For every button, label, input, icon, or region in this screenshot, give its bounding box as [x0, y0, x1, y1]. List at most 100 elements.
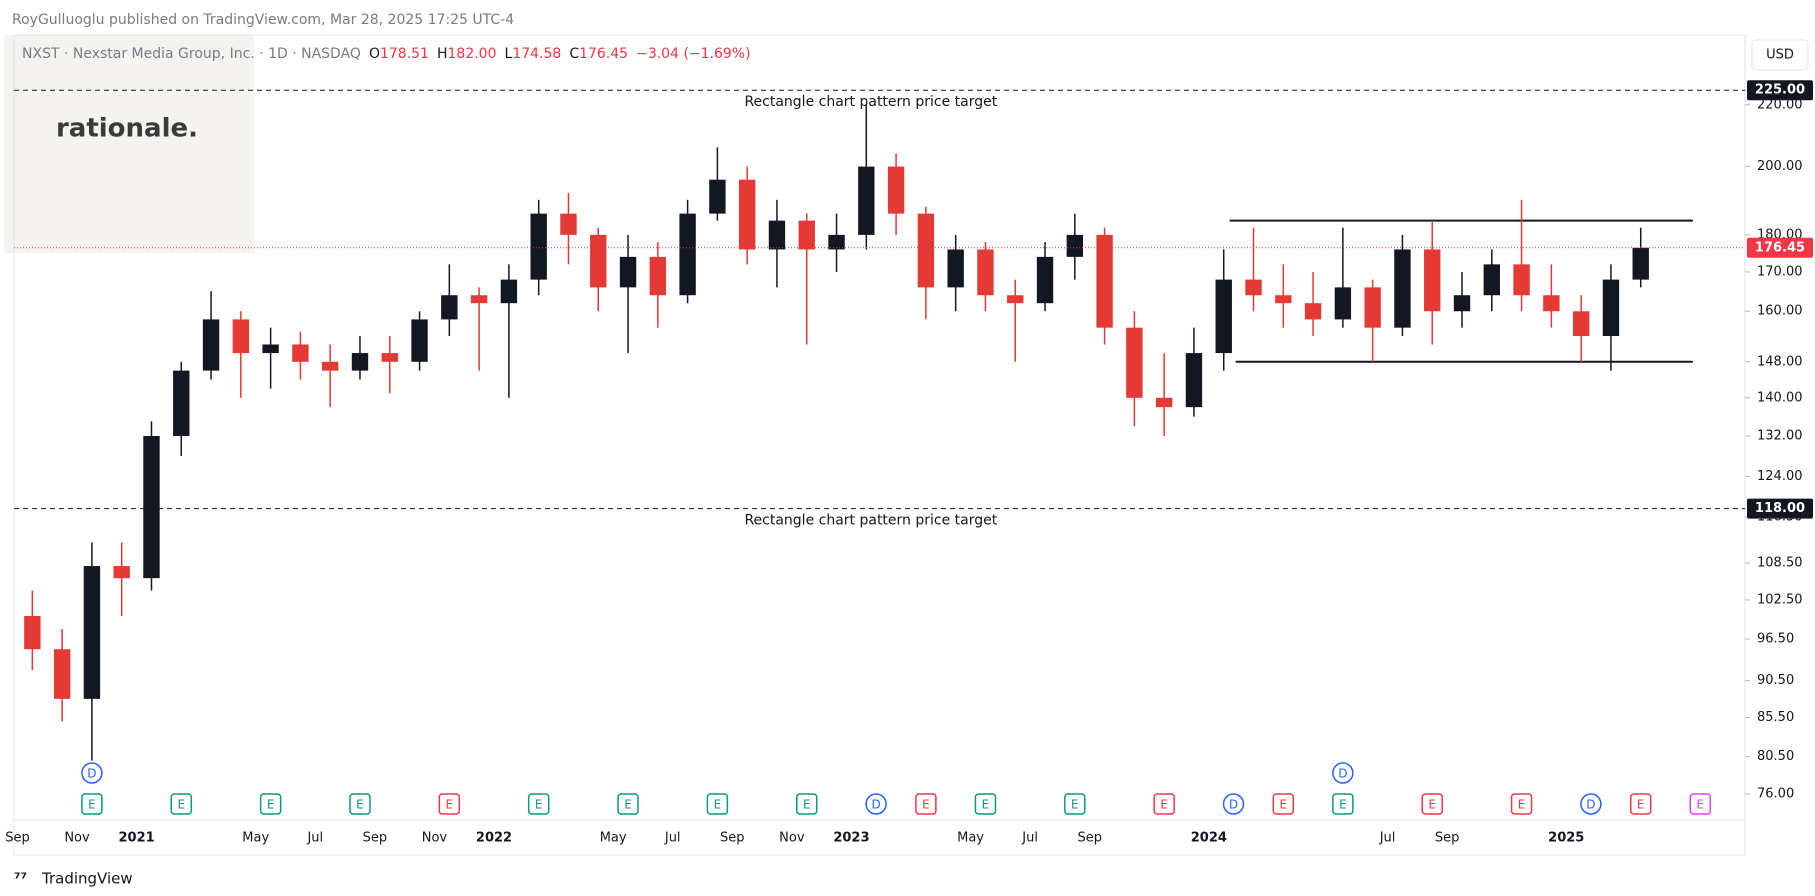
event-marker — [1629, 793, 1652, 815]
candle-body — [1096, 234, 1113, 328]
event-letter: E — [1518, 798, 1526, 812]
y-tick-label: 170.00 — [1757, 264, 1803, 279]
event-letter: E — [714, 798, 722, 812]
price-label-box — [1747, 498, 1813, 519]
candle-body — [530, 213, 547, 280]
event-marker — [1421, 793, 1443, 815]
event-marker — [974, 793, 997, 815]
candle-body — [679, 213, 696, 296]
x-tick-label: Sep — [363, 831, 388, 846]
event-marker — [1064, 793, 1086, 815]
candle-body — [1334, 287, 1352, 320]
candle-body — [1513, 264, 1530, 296]
candle-body — [1602, 279, 1620, 337]
x-tick-label: May — [957, 831, 984, 846]
event-marker — [1332, 793, 1354, 815]
ohlc-value: 174.58 — [512, 46, 561, 62]
event-letter: D — [1586, 798, 1595, 812]
event-marker — [706, 793, 729, 815]
candle-body — [381, 353, 398, 362]
event-marker — [438, 793, 461, 815]
ohlc-value: 182.00 — [448, 46, 497, 62]
x-tick-label: Nov — [779, 831, 805, 846]
candle-body — [53, 649, 71, 699]
candle-body — [858, 166, 875, 235]
currency-button[interactable] — [1751, 39, 1809, 71]
logo-panel — [4, 35, 254, 253]
event-letter: E — [535, 798, 543, 812]
candle-body — [83, 566, 101, 699]
candle-body — [560, 213, 577, 235]
candle-body — [887, 166, 905, 214]
candle-body — [709, 179, 726, 214]
y-tick-label: 200.00 — [1757, 159, 1803, 174]
event-letter: E — [88, 798, 96, 812]
candle-body — [143, 435, 160, 579]
candle-body — [768, 220, 786, 250]
candle-body — [321, 361, 339, 371]
candle-body — [411, 319, 428, 362]
event-marker — [81, 793, 103, 815]
event-marker — [1272, 793, 1295, 815]
candle-body — [1155, 397, 1173, 408]
ohlc-key: H — [437, 46, 448, 62]
candle-body — [113, 566, 130, 579]
candle-body — [619, 256, 637, 288]
event-letter: E — [624, 798, 632, 812]
candle-body — [202, 319, 220, 371]
x-tick-label: Jul — [1021, 831, 1038, 846]
event-marker — [527, 793, 550, 815]
candle-body — [232, 319, 250, 354]
candle-body — [917, 213, 935, 288]
symbol: NXST · Nexstar Media Group, Inc. · 1D · … — [22, 46, 361, 62]
ohlc-key: L — [505, 46, 513, 62]
event-letter: E — [1160, 798, 1168, 812]
publisher: RoyGulluoglu published on TradingView.co… — [12, 12, 514, 28]
event-marker — [1689, 793, 1712, 815]
x-tick-label: 2025 — [1548, 831, 1584, 846]
target-annotation: Rectangle chart pattern price target — [744, 94, 997, 110]
event-letter: E — [1339, 798, 1347, 812]
ohlc-key: O — [369, 46, 380, 62]
y-tick-label: 132.00 — [1757, 428, 1803, 443]
footer-logo: ⁷⁷ — [14, 870, 27, 888]
target-annotation: Rectangle chart pattern price target — [744, 513, 997, 529]
candle-body — [351, 353, 369, 371]
y-tick-label: 220.00 — [1757, 97, 1803, 112]
event-marker — [81, 762, 103, 784]
event-letter: E — [1428, 798, 1436, 812]
candle-body — [1424, 249, 1441, 312]
x-tick-label: Jul — [306, 831, 323, 846]
candle-body — [1364, 287, 1381, 328]
y-tick-label: 96.50 — [1757, 632, 1794, 647]
candle-body — [798, 220, 815, 250]
event-marker — [1510, 793, 1533, 815]
legend: NXST · Nexstar Media Group, Inc. · 1D · … — [22, 46, 751, 62]
event-marker — [1222, 793, 1245, 815]
y-tick-label: 90.50 — [1757, 673, 1794, 688]
candle-body — [1543, 295, 1560, 312]
event-marker — [1332, 762, 1354, 784]
event-letter: D — [871, 798, 880, 812]
x-tick-label: 2023 — [833, 831, 869, 846]
event-marker — [170, 793, 193, 815]
event-letter: E — [1637, 798, 1645, 812]
price-label: 118.00 — [1755, 501, 1805, 516]
y-tick-label: 160.00 — [1757, 304, 1803, 319]
candle-body — [500, 279, 518, 304]
x-tick-label: 2021 — [118, 831, 154, 846]
price-label-box — [1747, 237, 1813, 258]
candle-body — [1126, 327, 1143, 398]
candle-body — [1245, 279, 1262, 296]
ohlc-key: C — [569, 46, 579, 62]
candle-body — [828, 234, 845, 250]
candle-body — [1572, 311, 1590, 337]
candle-body — [649, 256, 667, 296]
candle-body — [1632, 247, 1649, 280]
y-tick-label: 124.00 — [1757, 469, 1803, 484]
event-marker — [865, 793, 887, 815]
y-tick-label: 85.50 — [1757, 710, 1794, 725]
event-letter: E — [177, 798, 185, 812]
candle-body — [1453, 295, 1471, 312]
candle-body — [590, 234, 607, 288]
